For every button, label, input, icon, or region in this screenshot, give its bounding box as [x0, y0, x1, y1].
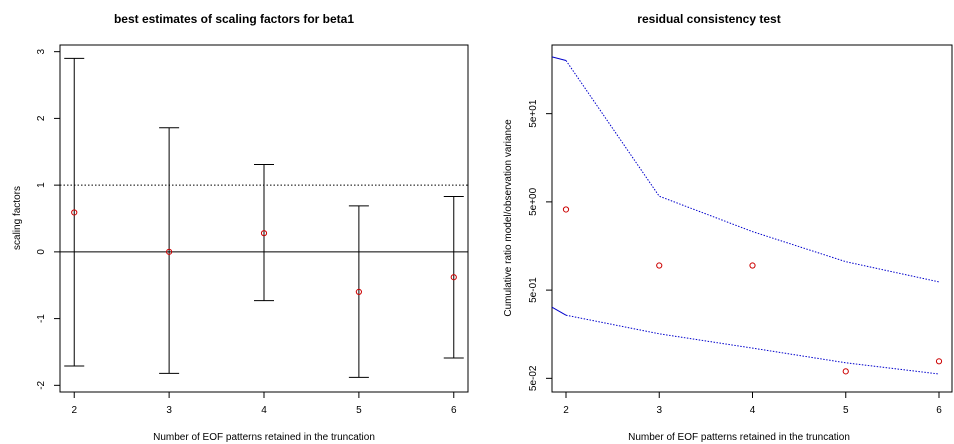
ratio-point	[749, 262, 756, 269]
residual-consistency-chart: residual consistency test Number of EOF …	[503, 12, 953, 443]
scaling-factors-chart: best estimates of scaling factors for be…	[12, 12, 469, 443]
upper-bound-line-start	[551, 56, 567, 62]
y-tick-label: 5e+00	[528, 187, 539, 216]
x-tick-label: 6	[451, 405, 457, 416]
y-tick-label: 0	[36, 249, 47, 255]
y-tick-label: 3	[36, 48, 47, 54]
y-tick-label: 5e-02	[528, 365, 539, 391]
y-tick-label: 5e-01	[528, 277, 539, 303]
ratio-point	[562, 206, 570, 213]
x-tick-label: 5	[356, 405, 362, 416]
y-tick-label: -1	[36, 314, 47, 323]
estimate-point	[166, 248, 173, 255]
plot-frame	[551, 44, 953, 393]
x-tick-label: 5	[843, 405, 849, 416]
x-tick-label: 3	[166, 405, 172, 416]
x-tick-label: 3	[656, 405, 662, 416]
x-tick-label: 2	[71, 405, 77, 416]
y-axis-label: Cumulative ratio model/observation varia…	[503, 119, 514, 317]
ratio-point	[842, 368, 849, 375]
y-tick-label: 5e+01	[528, 99, 539, 128]
chart-title: residual consistency test	[637, 12, 780, 26]
lower-bound-line-start	[551, 306, 567, 316]
y-axis-label: scaling factors	[12, 186, 23, 250]
upper-bound-line	[565, 60, 940, 283]
x-axis-label: Number of EOF patterns retained in the t…	[153, 432, 375, 443]
ratio-point	[656, 262, 663, 269]
x-tick-label: 4	[261, 405, 267, 416]
y-tick-label: 1	[36, 182, 47, 188]
estimate-point	[450, 274, 457, 281]
estimate-point	[355, 288, 362, 296]
x-tick-label: 6	[936, 405, 942, 416]
x-tick-label: 2	[563, 405, 569, 416]
y-tick-label: 2	[36, 115, 47, 121]
chart-title: best estimates of scaling factors for be…	[114, 12, 354, 26]
lower-bound-line	[565, 314, 940, 375]
y-tick-label: -2	[36, 380, 47, 389]
estimate-point	[71, 209, 78, 216]
ratio-point	[935, 358, 943, 365]
x-tick-label: 4	[750, 405, 756, 416]
estimate-point	[260, 230, 268, 237]
x-axis-label: Number of EOF patterns retained in the t…	[628, 432, 850, 443]
